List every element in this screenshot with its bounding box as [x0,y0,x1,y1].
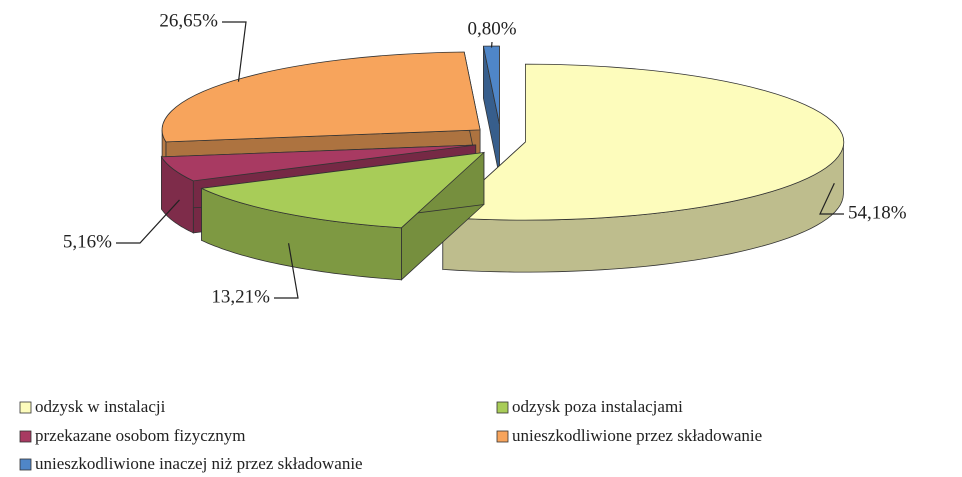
slice [441,63,845,221]
leader-line [116,199,180,244]
leader-line [222,21,247,82]
labels: 54,18% 13,21% 5,16% 26,65% 0,80% [63,10,907,307]
legend-label: unieszkodliwione inaczej niż przez skład… [35,454,363,473]
legend-swatch [19,430,32,443]
slice [161,51,481,143]
slice [160,144,476,182]
legend-label: odzysk w instalacji [35,397,166,416]
legend-label: unieszkodliwione przez składowanie [512,426,762,445]
legend-swatch [496,430,509,443]
data-label: 5,16% [63,231,112,252]
legend-swatch [19,458,32,471]
legend-swatch [496,401,509,414]
leader-line [819,183,844,215]
legend: odzysk w instalacji odzysk poza instalacj… [19,397,762,473]
leader-line [274,243,299,299]
legend-label: przekazane osobom fizycznym [35,426,246,445]
legend-swatch [19,401,32,414]
data-label: 13,21% [211,286,270,307]
pie [160,45,845,281]
data-label: 26,65% [159,10,218,31]
data-label: 0,80% [467,18,516,39]
data-label: 54,18% [848,202,907,223]
slice [200,151,486,229]
legend-label: odzysk poza instalacjami [512,397,683,416]
